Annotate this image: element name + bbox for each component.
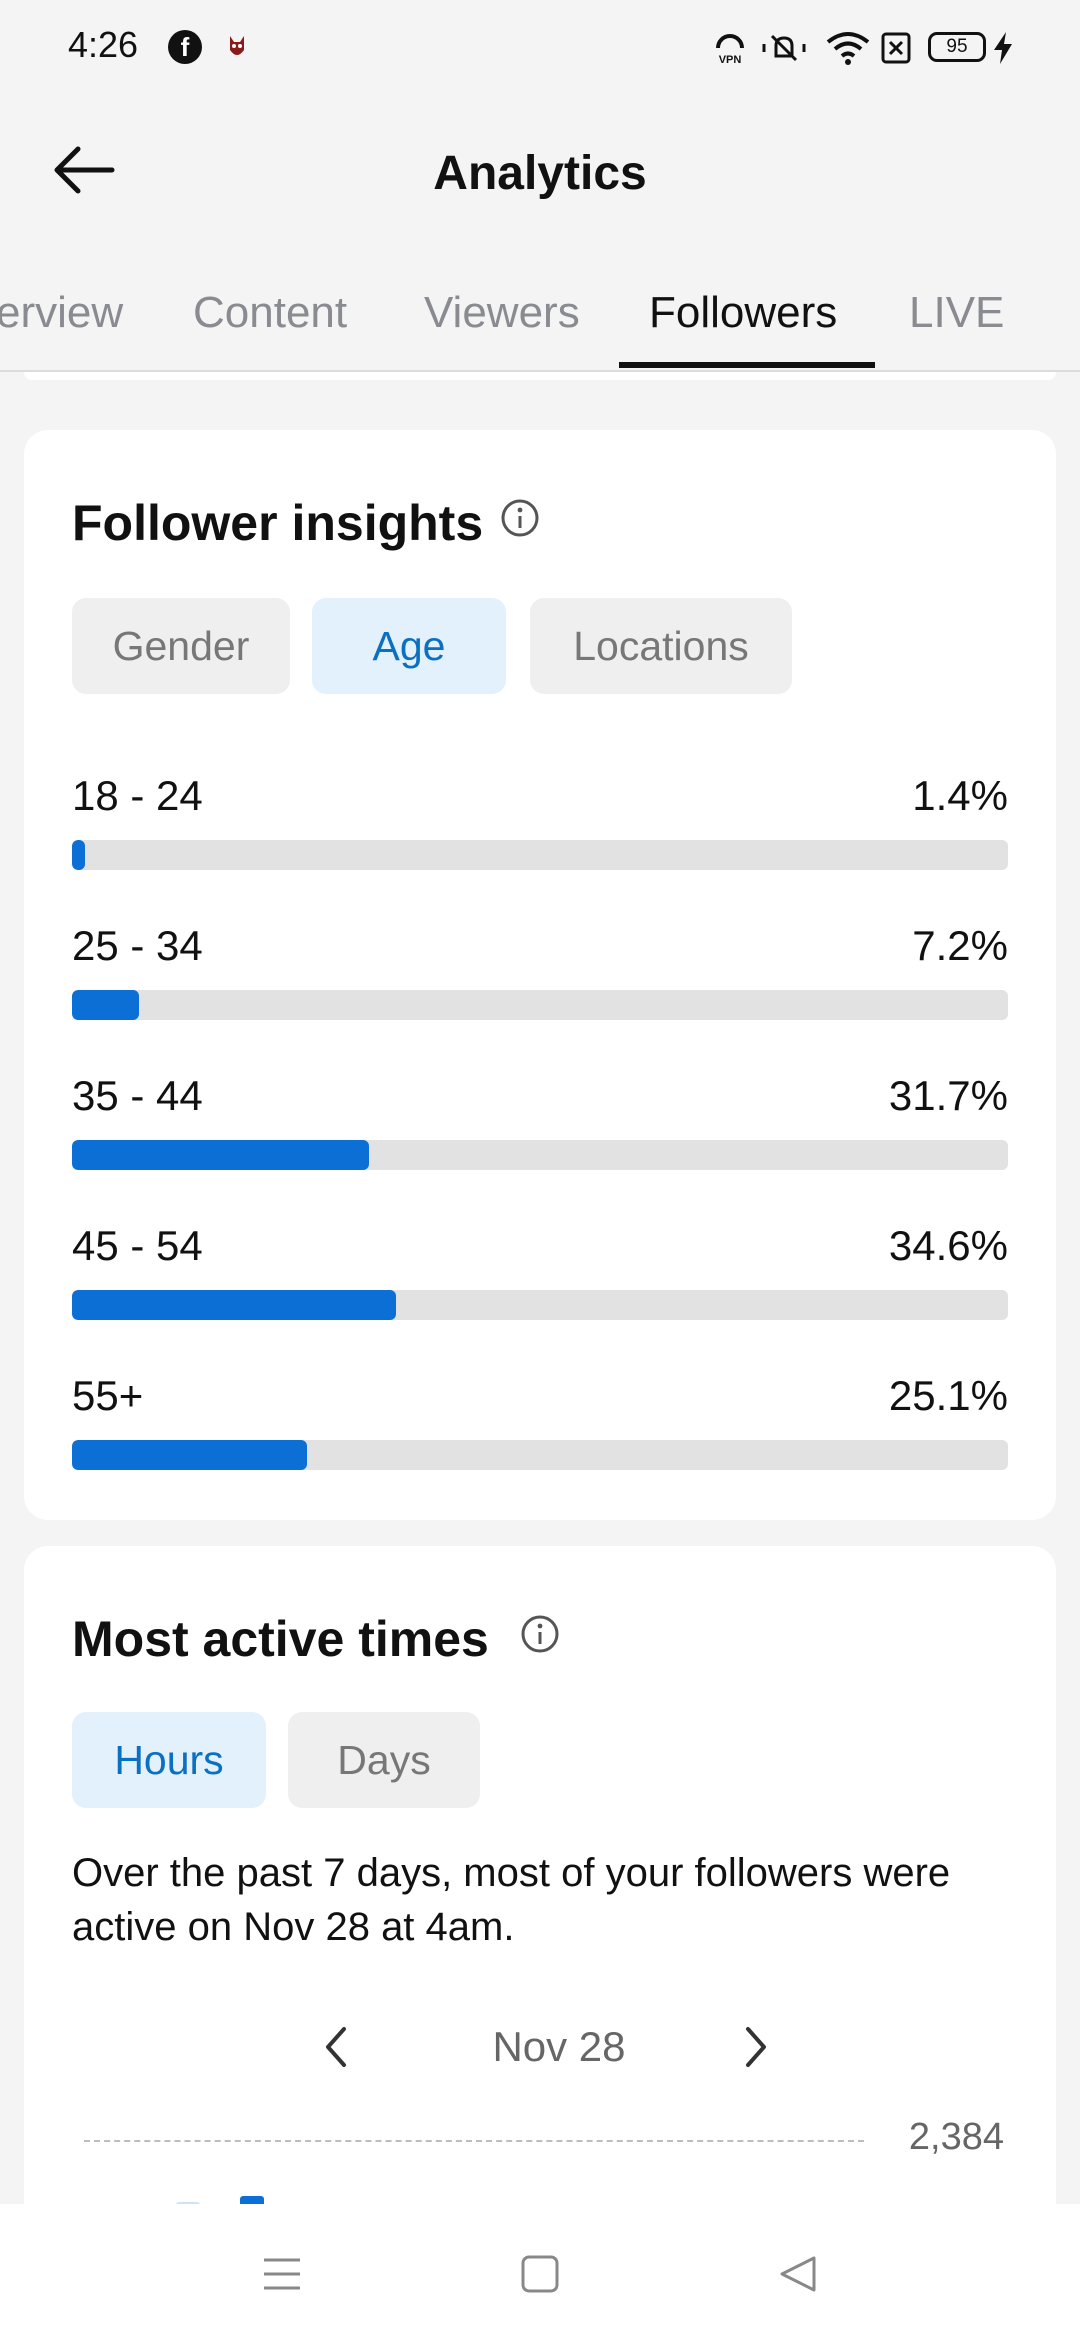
- age-row: 25 - 34 7.2%: [72, 922, 1008, 1032]
- progress-fill: [72, 1440, 307, 1470]
- age-range-label: 45 - 54: [72, 1222, 203, 1269]
- info-icon[interactable]: [520, 1614, 560, 1654]
- wifi-icon: [826, 30, 870, 66]
- chip-hours[interactable]: Hours: [72, 1712, 266, 1808]
- status-time: 4:26: [68, 24, 139, 65]
- progress-track: [72, 1290, 1008, 1320]
- chart-max-value: 2,384: [908, 2116, 1004, 2158]
- tab-overview[interactable]: erview: [0, 288, 124, 337]
- active-tab-indicator: [619, 362, 875, 368]
- progress-track: [72, 840, 1008, 870]
- arrow-left-icon: [54, 146, 115, 194]
- system-nav-bar: [0, 2204, 1080, 2340]
- age-percent: 7.2%: [912, 922, 1008, 969]
- home-icon: [521, 2255, 559, 2293]
- progress-track: [72, 1440, 1008, 1470]
- age-range-label: 35 - 44: [72, 1072, 203, 1119]
- chevron-right-icon: [746, 2027, 766, 2067]
- age-range-label: 55+: [72, 1372, 144, 1419]
- age-range-label: 25 - 34: [72, 922, 203, 969]
- svg-text:VPN: VPN: [719, 54, 742, 66]
- previous-card-edge: [24, 372, 1056, 380]
- age-percent: 25.1%: [888, 1372, 1008, 1419]
- progress-fill: [72, 840, 86, 870]
- next-date-button[interactable]: [726, 2012, 786, 2082]
- follower-insights-title: Follower insights: [72, 495, 484, 551]
- progress-fill: [72, 990, 140, 1020]
- tab-bar: erview Content Viewers Followers LIVE: [0, 256, 1080, 372]
- follower-insights-card: Follower insights Gender Age Locations 1…: [24, 430, 1056, 1520]
- chip-days[interactable]: Days: [288, 1712, 480, 1808]
- tab-live[interactable]: LIVE: [909, 288, 1005, 337]
- chip-gender[interactable]: Gender: [72, 598, 290, 694]
- page-title: Analytics: [433, 147, 647, 200]
- back-triangle-icon: [780, 2256, 816, 2292]
- previous-date-button[interactable]: [306, 2012, 366, 2082]
- tab-content[interactable]: Content: [193, 288, 348, 337]
- chart-max-gridline: [84, 2140, 864, 2142]
- chip-age[interactable]: Age: [312, 598, 506, 694]
- progress-track: [72, 990, 1008, 1020]
- age-range-label: 18 - 24: [72, 772, 203, 819]
- age-row: 18 - 24 1.4%: [72, 772, 1008, 882]
- age-percent: 1.4%: [912, 772, 1008, 819]
- app-header: Analytics: [0, 96, 1080, 256]
- menu-button[interactable]: [252, 2244, 312, 2304]
- menu-icon: [264, 2258, 300, 2290]
- most-active-description: Over the past 7 days, most of your follo…: [72, 1851, 951, 1949]
- battery-icon: 95: [928, 32, 986, 62]
- status-bar: 4:26 f VPN 95: [0, 0, 1080, 96]
- system-back-button[interactable]: [768, 2244, 828, 2304]
- back-button[interactable]: [46, 138, 122, 202]
- age-row: 35 - 44 31.7%: [72, 1072, 1008, 1182]
- chevron-left-icon: [326, 2027, 346, 2067]
- age-percent: 34.6%: [888, 1222, 1008, 1269]
- most-active-times-title: Most active times: [72, 1611, 489, 1667]
- progress-track: [72, 1140, 1008, 1170]
- charging-icon: [992, 30, 1014, 66]
- app-notification-icon: [226, 32, 248, 62]
- age-row: 45 - 54 34.6%: [72, 1222, 1008, 1332]
- sim-off-icon: [880, 30, 912, 66]
- home-button[interactable]: [510, 2244, 570, 2304]
- tab-viewers[interactable]: Viewers: [424, 288, 580, 337]
- tab-followers[interactable]: Followers: [649, 288, 838, 337]
- mute-icon: [760, 30, 808, 66]
- progress-fill: [72, 1140, 369, 1170]
- chip-locations[interactable]: Locations: [530, 598, 792, 694]
- facebook-icon: f: [168, 30, 202, 64]
- progress-fill: [72, 1290, 396, 1320]
- age-percent: 31.7%: [888, 1072, 1008, 1119]
- vpn-icon: VPN: [712, 30, 748, 66]
- age-row: 55+ 25.1%: [72, 1372, 1008, 1482]
- selected-date: Nov 28: [492, 2023, 626, 2070]
- info-icon[interactable]: [500, 498, 540, 538]
